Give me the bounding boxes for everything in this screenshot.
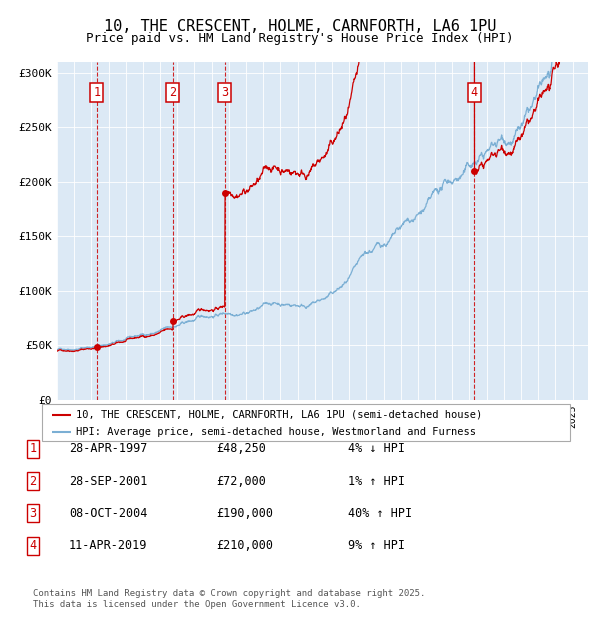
Text: 10, THE CRESCENT, HOLME, CARNFORTH, LA6 1PU: 10, THE CRESCENT, HOLME, CARNFORTH, LA6 … <box>104 19 496 33</box>
Text: 1: 1 <box>94 86 100 99</box>
Text: 3: 3 <box>29 507 37 520</box>
Text: 9% ↑ HPI: 9% ↑ HPI <box>348 539 405 552</box>
Text: 10, THE CRESCENT, HOLME, CARNFORTH, LA6 1PU (semi-detached house): 10, THE CRESCENT, HOLME, CARNFORTH, LA6 … <box>76 410 482 420</box>
Text: 11-APR-2019: 11-APR-2019 <box>69 539 148 552</box>
Text: £72,000: £72,000 <box>216 475 266 487</box>
Text: 4% ↓ HPI: 4% ↓ HPI <box>348 443 405 455</box>
Text: 1: 1 <box>29 443 37 455</box>
Text: Contains HM Land Registry data © Crown copyright and database right 2025.
This d: Contains HM Land Registry data © Crown c… <box>33 590 425 609</box>
Text: HPI: Average price, semi-detached house, Westmorland and Furness: HPI: Average price, semi-detached house,… <box>76 427 476 437</box>
Text: £190,000: £190,000 <box>216 507 273 520</box>
Text: 28-APR-1997: 28-APR-1997 <box>69 443 148 455</box>
Text: £48,250: £48,250 <box>216 443 266 455</box>
Text: Price paid vs. HM Land Registry's House Price Index (HPI): Price paid vs. HM Land Registry's House … <box>86 32 514 45</box>
Text: 1% ↑ HPI: 1% ↑ HPI <box>348 475 405 487</box>
Text: 08-OCT-2004: 08-OCT-2004 <box>69 507 148 520</box>
Text: 4: 4 <box>470 86 478 99</box>
Text: 40% ↑ HPI: 40% ↑ HPI <box>348 507 412 520</box>
Text: £210,000: £210,000 <box>216 539 273 552</box>
Text: 4: 4 <box>29 539 37 552</box>
Text: 2: 2 <box>169 86 176 99</box>
Text: 2: 2 <box>29 475 37 487</box>
Text: 3: 3 <box>221 86 229 99</box>
Text: 28-SEP-2001: 28-SEP-2001 <box>69 475 148 487</box>
